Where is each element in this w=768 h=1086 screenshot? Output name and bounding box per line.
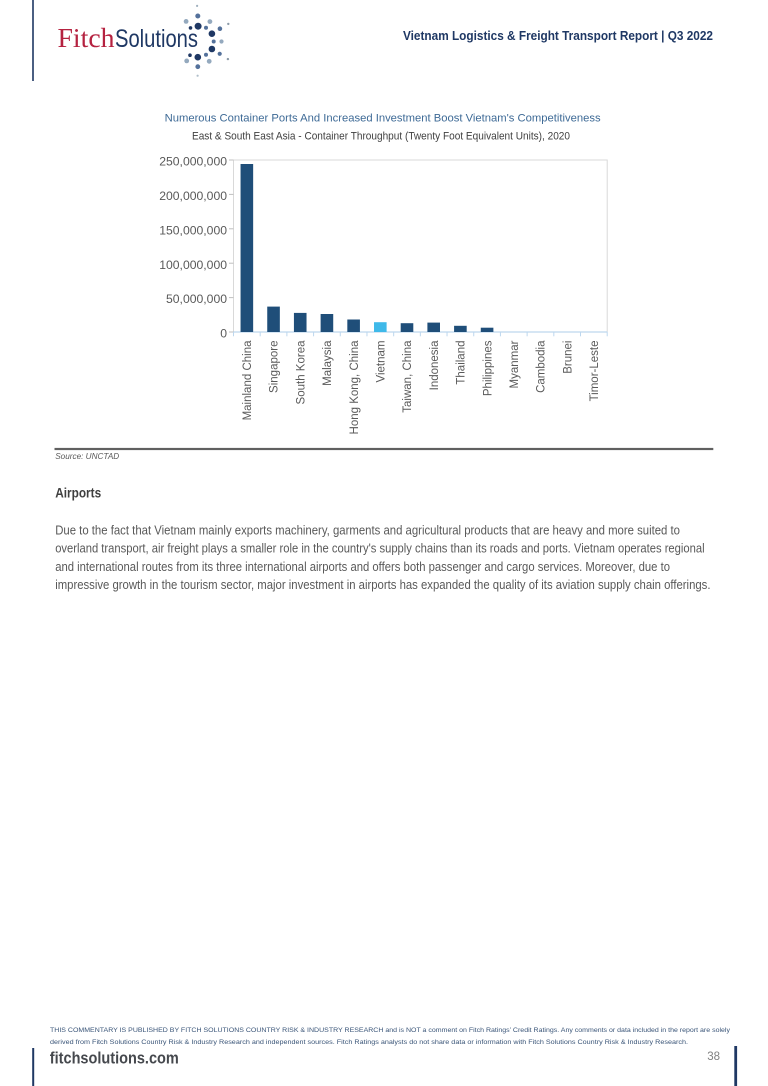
svg-text:THIS COMMENTARY IS PUBLISHED B: THIS COMMENTARY IS PUBLISHED BY FITCH SO…	[50, 1027, 731, 1034]
svg-text:Due to the fact that Vietnam m: Due to the fact that Vietnam mainly expo…	[55, 522, 680, 537]
svg-text:impressive growth in the touri: impressive growth in the tourism sector,…	[55, 577, 710, 592]
svg-text:Solutions: Solutions	[115, 25, 198, 53]
svg-text:Mainland China: Mainland China	[242, 340, 254, 421]
svg-text:Numerous Container Ports And I: Numerous Container Ports And Increased I…	[165, 113, 601, 125]
svg-text:Vietnam: Vietnam	[376, 341, 388, 383]
svg-text:200,000,000: 200,000,000	[159, 189, 227, 203]
svg-text:Myanmar: Myanmar	[509, 340, 521, 388]
svg-text:Timor-Leste: Timor-Leste	[589, 341, 601, 402]
svg-text:Cambodia: Cambodia	[536, 340, 548, 393]
svg-text:and international routes from: and international routes from its three …	[55, 559, 670, 574]
svg-text:Hong Kong, China: Hong Kong, China	[349, 340, 361, 435]
svg-text:South Korea: South Korea	[295, 340, 307, 405]
svg-text:Singapore: Singapore	[269, 341, 281, 393]
svg-text:250,000,000: 250,000,000	[159, 155, 227, 169]
svg-text:150,000,000: 150,000,000	[159, 223, 227, 237]
svg-text:0: 0	[220, 327, 227, 341]
svg-text:Thailand: Thailand	[456, 341, 468, 385]
svg-text:Source: UNCTAD: Source: UNCTAD	[55, 451, 119, 461]
svg-text:Indonesia: Indonesia	[429, 340, 441, 390]
svg-text:Vietnam Logistics & Freight Tr: Vietnam Logistics & Freight Transport Re…	[403, 28, 713, 43]
svg-text:Taiwan, China: Taiwan, China	[402, 340, 414, 413]
svg-text:fitchsolutions.com: fitchsolutions.com	[50, 1049, 179, 1067]
svg-text:overland transport, air freigh: overland transport, air freight plays a …	[55, 541, 704, 556]
svg-text:Malaysia: Malaysia	[322, 340, 334, 386]
svg-text:Philippines: Philippines	[482, 340, 494, 396]
svg-text:derived from Fitch Solutions C: derived from Fitch Solutions Country Ris…	[50, 1039, 688, 1046]
svg-text:Fitch: Fitch	[58, 23, 115, 53]
svg-text:East & South East Asia - Conta: East & South East Asia - Container Throu…	[192, 131, 570, 143]
svg-text:Brunei: Brunei	[562, 341, 574, 374]
svg-text:38: 38	[707, 1051, 720, 1063]
svg-text:Airports: Airports	[55, 486, 101, 501]
svg-text:50,000,000: 50,000,000	[166, 292, 227, 306]
svg-text:100,000,000: 100,000,000	[159, 258, 227, 272]
